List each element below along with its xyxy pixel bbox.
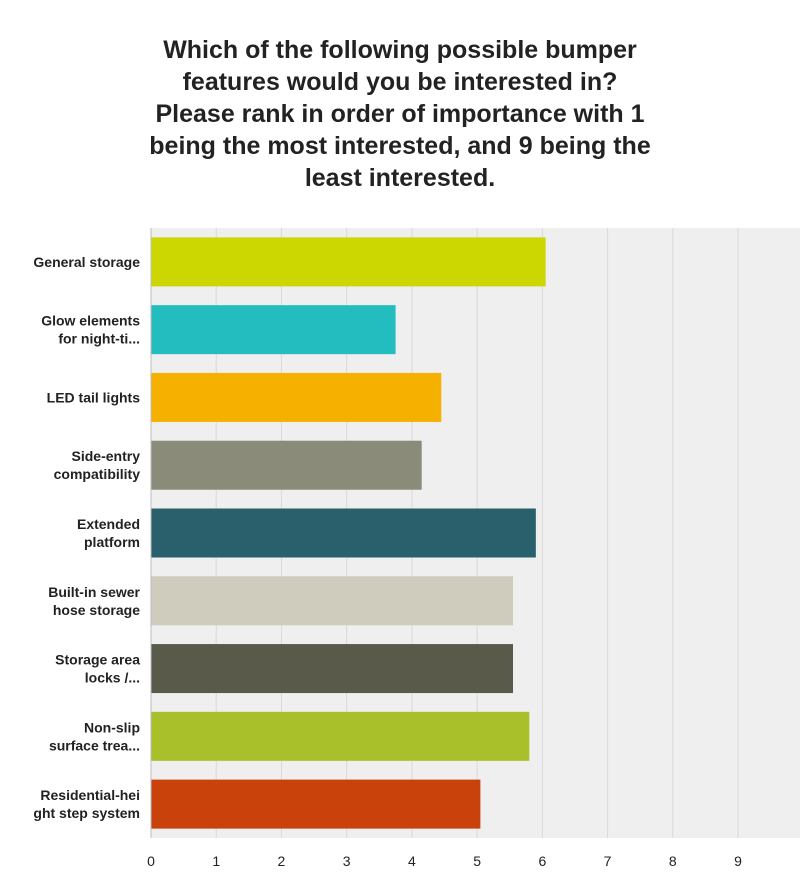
- x-tick-label: 2: [278, 853, 286, 869]
- bars: [151, 237, 546, 829]
- category-label-line: Storage area: [55, 652, 140, 668]
- category-label-line: Glow elements: [41, 313, 140, 329]
- category-label: Built-in sewer hose storage: [48, 584, 140, 618]
- bar: [151, 440, 422, 490]
- x-axis-tick-labels: 0 1 2 3 4 5 6 7 8 9: [147, 853, 742, 869]
- category-label-line: LED tail lights: [47, 389, 141, 405]
- bar: [151, 237, 546, 287]
- category-label-line: ght step system: [33, 805, 140, 821]
- category-label-line: Extended: [77, 516, 140, 532]
- x-tick-label: 9: [734, 853, 742, 869]
- category-label: LED tail lights: [47, 389, 141, 405]
- bar: [151, 711, 530, 761]
- x-tick-label: 3: [343, 853, 351, 869]
- category-label: Storage area locks /...: [55, 652, 140, 686]
- x-tick-label: 0: [147, 853, 155, 869]
- x-tick-label: 1: [212, 853, 220, 869]
- category-label-line: hose storage: [53, 602, 140, 618]
- category-label-line: compatibility: [54, 466, 141, 482]
- category-label-line: Residential-hei: [40, 787, 140, 803]
- bar: [151, 305, 396, 355]
- category-labels: General storage Glow elements for night-ti…: [33, 254, 140, 821]
- category-label-line: platform: [84, 534, 140, 550]
- bar: [151, 576, 514, 626]
- category-label: Extended platform: [77, 516, 140, 550]
- bar: [151, 372, 442, 422]
- category-label: Glow elements for night-ti...: [41, 313, 140, 347]
- x-tick-label: 7: [604, 853, 612, 869]
- category-label: Side-entry compatibility: [54, 448, 141, 482]
- category-label-line: surface trea...: [49, 737, 140, 753]
- category-label-line: locks /...: [85, 670, 140, 686]
- category-label-line: Non-slip: [84, 719, 140, 735]
- category-label: Non-slip surface trea...: [49, 719, 140, 753]
- bar: [151, 779, 481, 829]
- category-label-line: General storage: [33, 254, 140, 270]
- bar: [151, 508, 536, 558]
- category-label-line: Built-in sewer: [48, 584, 140, 600]
- bar: [151, 644, 514, 694]
- category-label: General storage: [33, 254, 140, 270]
- x-tick-label: 8: [669, 853, 677, 869]
- x-tick-label: 6: [538, 853, 546, 869]
- category-label: Residential-hei ght step system: [33, 787, 140, 821]
- chart-title: Which of the following possible bumper f…: [149, 36, 651, 192]
- x-tick-label: 5: [473, 853, 481, 869]
- x-tick-label: 4: [408, 853, 416, 869]
- category-label-line: for night-ti...: [58, 331, 140, 347]
- category-label-line: Side-entry: [72, 448, 141, 464]
